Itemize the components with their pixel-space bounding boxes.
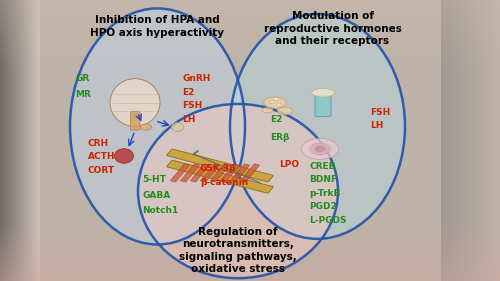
FancyBboxPatch shape [220, 164, 240, 182]
Text: ACTH: ACTH [88, 152, 115, 161]
Text: CREB: CREB [309, 162, 336, 171]
Text: LH: LH [182, 115, 196, 124]
Ellipse shape [274, 98, 278, 100]
Text: Modulation of
reproductive hormones
and their receptors: Modulation of reproductive hormones and … [264, 11, 402, 46]
FancyBboxPatch shape [210, 164, 230, 182]
Ellipse shape [270, 100, 275, 103]
Ellipse shape [70, 8, 245, 244]
Ellipse shape [276, 103, 281, 106]
Ellipse shape [264, 97, 286, 108]
FancyBboxPatch shape [190, 164, 210, 182]
Ellipse shape [315, 146, 325, 152]
Text: E2: E2 [182, 88, 195, 97]
Text: GSK-3β: GSK-3β [200, 164, 236, 173]
Ellipse shape [140, 124, 151, 130]
Text: PGD2: PGD2 [309, 202, 337, 211]
Text: Notch1: Notch1 [142, 206, 179, 215]
FancyBboxPatch shape [315, 96, 331, 117]
Text: MR: MR [75, 90, 91, 99]
Text: BDNF: BDNF [309, 175, 337, 184]
Text: p-TrkB: p-TrkB [309, 189, 340, 198]
FancyBboxPatch shape [180, 164, 200, 182]
Text: 5-HT: 5-HT [142, 175, 167, 184]
Ellipse shape [110, 79, 160, 126]
Ellipse shape [114, 149, 134, 163]
Text: L-PGDS: L-PGDS [309, 216, 346, 225]
FancyBboxPatch shape [167, 160, 273, 193]
FancyBboxPatch shape [167, 149, 273, 182]
Text: E2: E2 [270, 115, 282, 124]
Ellipse shape [262, 107, 273, 113]
Text: Inhibition of HPA and
HPO axis hyperactivity: Inhibition of HPA and HPO axis hyperacti… [90, 15, 224, 38]
Ellipse shape [171, 123, 184, 132]
Ellipse shape [301, 139, 339, 160]
Text: CORT: CORT [88, 166, 115, 175]
FancyBboxPatch shape [130, 112, 140, 130]
Text: FSH: FSH [370, 108, 390, 117]
Text: FSH: FSH [182, 101, 203, 110]
Ellipse shape [312, 89, 334, 97]
Text: GR: GR [75, 74, 89, 83]
Ellipse shape [230, 14, 405, 239]
Text: ERβ: ERβ [270, 133, 289, 142]
Text: Regulation of
neurotransmitters,
signaling pathways,
oxidative stress: Regulation of neurotransmitters, signali… [179, 227, 297, 274]
FancyBboxPatch shape [230, 164, 250, 182]
Text: CRH: CRH [88, 139, 108, 148]
Text: LPO: LPO [279, 160, 299, 169]
FancyBboxPatch shape [200, 164, 220, 182]
Ellipse shape [138, 104, 338, 278]
Text: GABA: GABA [142, 191, 171, 200]
Ellipse shape [310, 143, 330, 155]
FancyBboxPatch shape [240, 164, 260, 182]
Ellipse shape [278, 107, 292, 115]
Text: GnRH: GnRH [182, 74, 211, 83]
Text: LH: LH [370, 121, 384, 130]
FancyBboxPatch shape [170, 164, 190, 182]
Text: β-catenin: β-catenin [200, 178, 248, 187]
